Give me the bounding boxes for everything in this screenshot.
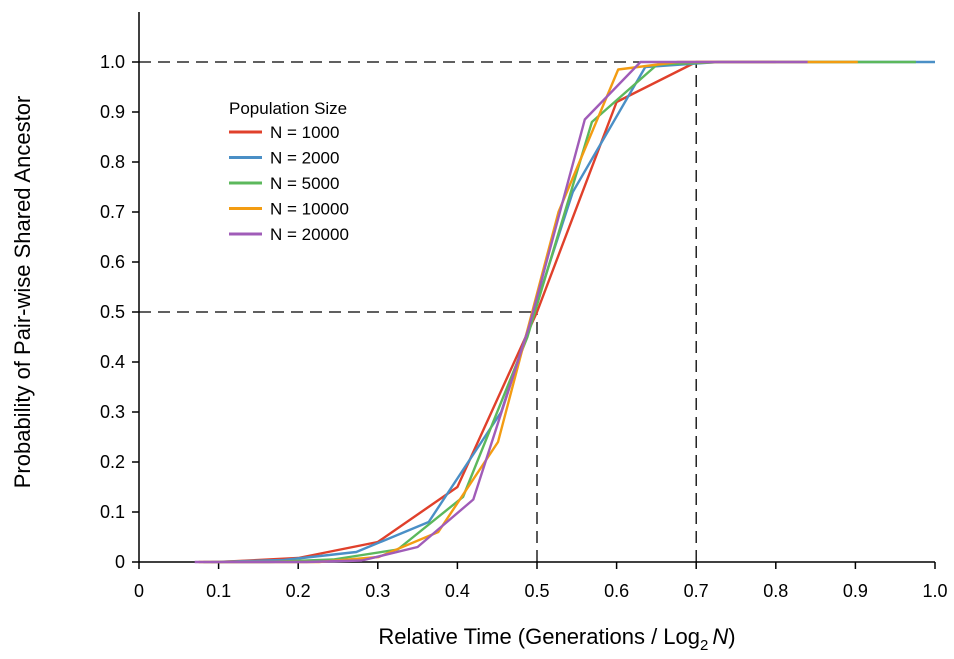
y-tick-label: 0.5 [100, 302, 125, 322]
x-axis-title-subscript: 2 [700, 637, 708, 654]
x-axis-ticks: 0 0.1 0.2 0.3 0.4 0.5 0.6 0.7 0.8 0.9 1.0 [134, 562, 948, 601]
y-tick-label: 0 [115, 552, 125, 572]
x-tick-label: 0.7 [684, 581, 709, 601]
y-tick-label: 1.0 [100, 52, 125, 72]
y-tick-label: 0.8 [100, 152, 125, 172]
x-axis-title-end: ) [728, 624, 735, 649]
x-tick-label: 0.2 [286, 581, 311, 601]
y-tick-label: 0.4 [100, 352, 125, 372]
series-line-1 [218, 60, 776, 564]
series-line-5 [194, 60, 808, 564]
y-axis-ticks: 0 0.1 0.2 0.3 0.4 0.5 0.6 0.7 0.8 0.9 1.0 [100, 52, 139, 572]
reference-lines [139, 61, 697, 562]
x-tick-label: 0.8 [763, 581, 788, 601]
legend: Population Size N = 1000 N = 2000 N = 5000… [229, 99, 349, 244]
y-tick-label: 0.6 [100, 252, 125, 272]
legend-label: N = 1000 [270, 123, 339, 142]
x-axis-title: Relative Time (Generations / Log2 N) [378, 624, 735, 654]
x-tick-label: 0.3 [365, 581, 390, 601]
x-tick-label: 0.1 [206, 581, 231, 601]
y-tick-label: 0.1 [100, 502, 125, 522]
legend-title: Population Size [229, 99, 347, 118]
y-tick-label: 0.7 [100, 202, 125, 222]
x-tick-label: 0.9 [843, 581, 868, 601]
legend-label: N = 20000 [270, 225, 349, 244]
x-tick-label: 1.0 [922, 581, 947, 601]
series-lines [194, 60, 935, 564]
x-tick-label: 0.4 [445, 581, 470, 601]
legend-label: N = 5000 [270, 174, 339, 193]
y-tick-label: 0.2 [100, 452, 125, 472]
legend-label: N = 10000 [270, 200, 349, 219]
y-tick-label: 0.9 [100, 102, 125, 122]
x-tick-label: 0.6 [604, 581, 629, 601]
x-tick-label: 0 [134, 581, 144, 601]
x-axis-title-main: Relative Time (Generations / Log [378, 624, 700, 649]
x-axis-title-variable: N [712, 624, 728, 649]
y-tick-label: 0.3 [100, 402, 125, 422]
x-tick-label: 0.5 [524, 581, 549, 601]
legend-label: N = 2000 [270, 149, 339, 168]
y-axis-title: Probability of Pair-wise Shared Ancestor [10, 96, 35, 489]
